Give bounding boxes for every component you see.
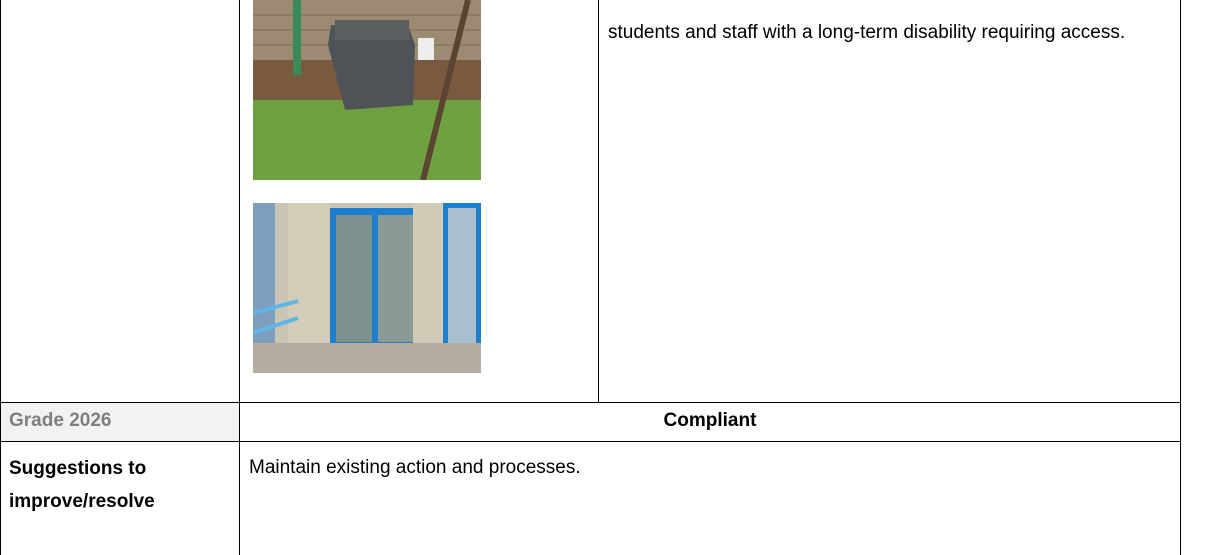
row-label: Grade 2026	[9, 410, 112, 431]
grade-row-bg	[1, 403, 239, 441]
suggestion-text: Maintain existing action and processes.	[249, 457, 581, 478]
cell-border	[0, 441, 1181, 442]
grade-value: Compliant	[663, 410, 757, 431]
cell-border	[0, 0, 1, 555]
row-label: Suggestions to improve/resolve	[9, 458, 155, 512]
cell-border	[239, 0, 240, 555]
photo-door	[253, 203, 481, 373]
description-text: students and staff with a long-term disa…	[608, 22, 1126, 43]
cell-border	[598, 0, 599, 402]
cell-border	[1180, 0, 1181, 555]
photo-bin	[253, 0, 481, 180]
cell-border	[0, 402, 1181, 403]
